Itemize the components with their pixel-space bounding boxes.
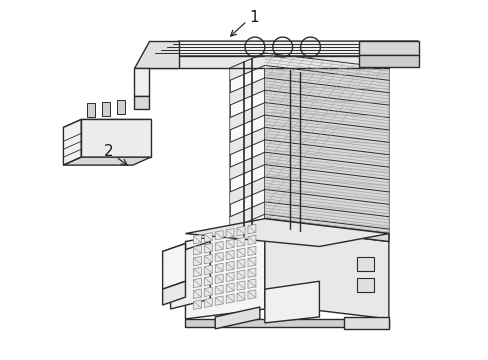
Polygon shape	[193, 289, 201, 298]
Polygon shape	[264, 227, 388, 319]
Polygon shape	[185, 227, 264, 319]
Polygon shape	[148, 56, 388, 68]
Polygon shape	[358, 55, 418, 67]
Polygon shape	[204, 287, 212, 297]
Polygon shape	[264, 90, 388, 117]
Polygon shape	[81, 120, 150, 157]
Polygon shape	[237, 281, 244, 291]
Polygon shape	[148, 41, 418, 56]
Polygon shape	[215, 263, 223, 273]
Polygon shape	[134, 96, 148, 109]
Polygon shape	[237, 226, 244, 236]
Polygon shape	[204, 276, 212, 285]
Polygon shape	[63, 157, 150, 165]
Polygon shape	[185, 219, 388, 247]
Polygon shape	[230, 127, 264, 155]
Polygon shape	[247, 246, 255, 256]
Polygon shape	[215, 307, 259, 329]
Polygon shape	[230, 53, 264, 242]
Polygon shape	[163, 243, 185, 260]
Polygon shape	[237, 259, 244, 269]
Polygon shape	[247, 290, 255, 299]
Polygon shape	[247, 224, 255, 234]
Polygon shape	[264, 177, 388, 204]
Polygon shape	[204, 243, 212, 253]
Polygon shape	[215, 296, 223, 305]
Polygon shape	[87, 103, 95, 117]
Polygon shape	[193, 256, 201, 266]
Polygon shape	[63, 120, 150, 127]
Polygon shape	[170, 242, 210, 309]
Polygon shape	[356, 257, 373, 271]
Polygon shape	[264, 219, 388, 242]
Polygon shape	[237, 270, 244, 279]
Polygon shape	[264, 127, 388, 155]
Polygon shape	[102, 102, 110, 116]
Polygon shape	[264, 53, 388, 80]
Polygon shape	[215, 242, 223, 251]
Polygon shape	[193, 267, 201, 277]
Polygon shape	[264, 78, 388, 105]
Polygon shape	[344, 317, 388, 329]
Polygon shape	[163, 243, 185, 289]
Polygon shape	[230, 78, 264, 105]
Polygon shape	[193, 246, 201, 255]
Polygon shape	[230, 103, 264, 130]
Polygon shape	[204, 233, 212, 242]
Polygon shape	[230, 152, 264, 180]
Polygon shape	[204, 265, 212, 275]
Polygon shape	[193, 278, 201, 288]
Polygon shape	[264, 281, 319, 323]
Text: 2: 2	[103, 144, 113, 159]
Polygon shape	[204, 298, 212, 307]
Polygon shape	[247, 257, 255, 266]
Polygon shape	[215, 252, 223, 262]
Polygon shape	[225, 250, 234, 260]
Polygon shape	[63, 120, 81, 165]
Polygon shape	[247, 268, 255, 278]
Polygon shape	[134, 68, 148, 96]
Polygon shape	[264, 66, 388, 93]
Polygon shape	[225, 283, 234, 292]
Polygon shape	[215, 230, 223, 240]
Polygon shape	[225, 294, 234, 303]
Polygon shape	[225, 229, 234, 238]
Polygon shape	[247, 235, 255, 245]
Polygon shape	[264, 152, 388, 180]
Polygon shape	[215, 274, 223, 284]
Polygon shape	[356, 278, 373, 292]
Polygon shape	[230, 177, 264, 204]
Polygon shape	[264, 140, 388, 167]
Polygon shape	[264, 115, 388, 142]
Text: 1: 1	[249, 10, 259, 25]
Polygon shape	[225, 261, 234, 271]
Polygon shape	[237, 248, 244, 258]
Polygon shape	[264, 202, 388, 229]
Polygon shape	[117, 100, 124, 114]
Polygon shape	[264, 214, 388, 242]
Polygon shape	[237, 237, 244, 247]
Polygon shape	[230, 202, 264, 229]
Polygon shape	[247, 279, 255, 288]
Polygon shape	[193, 300, 201, 310]
Polygon shape	[264, 103, 388, 130]
Polygon shape	[225, 272, 234, 282]
Polygon shape	[225, 239, 234, 249]
Polygon shape	[204, 255, 212, 264]
Polygon shape	[163, 281, 185, 305]
Polygon shape	[193, 235, 201, 244]
Polygon shape	[264, 53, 388, 242]
Polygon shape	[264, 165, 388, 192]
Polygon shape	[215, 285, 223, 294]
Polygon shape	[358, 41, 418, 55]
Polygon shape	[237, 292, 244, 301]
Polygon shape	[185, 319, 388, 327]
Polygon shape	[134, 41, 178, 68]
Polygon shape	[230, 53, 264, 80]
Polygon shape	[264, 189, 388, 217]
